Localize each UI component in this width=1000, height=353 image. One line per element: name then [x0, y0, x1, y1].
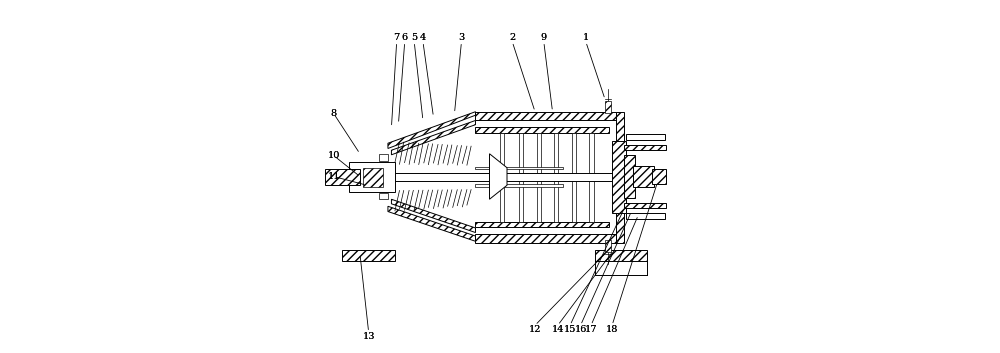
Text: 9: 9 — [541, 33, 547, 42]
Text: 2: 2 — [509, 33, 515, 42]
Text: 6: 6 — [402, 33, 408, 42]
Text: 8: 8 — [331, 109, 337, 118]
Bar — [379, 154, 388, 161]
Text: 18: 18 — [606, 325, 618, 334]
Text: 17: 17 — [585, 325, 597, 334]
Text: 4: 4 — [420, 33, 426, 42]
Text: 1: 1 — [583, 33, 589, 42]
Bar — [475, 234, 616, 243]
Bar — [325, 169, 360, 185]
Bar — [356, 164, 388, 191]
Bar — [363, 168, 383, 187]
Text: 4: 4 — [420, 33, 426, 42]
Text: 15: 15 — [564, 325, 576, 334]
Text: 16: 16 — [574, 325, 587, 334]
Bar — [475, 127, 609, 133]
Text: 9: 9 — [541, 33, 547, 42]
Bar — [624, 203, 666, 208]
Text: 2: 2 — [509, 33, 515, 42]
Text: 16: 16 — [574, 325, 587, 334]
Bar — [624, 155, 635, 198]
Text: 13: 13 — [362, 332, 375, 341]
Bar — [342, 250, 395, 261]
Text: 13: 13 — [362, 332, 375, 341]
Bar — [605, 240, 611, 252]
Text: 10: 10 — [327, 151, 340, 160]
Text: 10: 10 — [327, 151, 340, 160]
Bar — [554, 133, 558, 222]
Text: 3: 3 — [458, 33, 465, 42]
Bar — [589, 133, 594, 222]
Bar — [626, 134, 665, 140]
Bar — [475, 112, 616, 120]
Text: 8: 8 — [331, 109, 337, 118]
Text: 18: 18 — [606, 325, 618, 334]
Text: 11: 11 — [327, 172, 340, 181]
Text: 14: 14 — [552, 325, 564, 334]
Text: 3: 3 — [458, 33, 465, 42]
Text: 6: 6 — [402, 33, 408, 42]
Text: 5: 5 — [411, 33, 417, 42]
Bar — [595, 250, 647, 261]
Text: 12: 12 — [529, 325, 541, 334]
Bar — [624, 145, 666, 150]
Bar — [349, 162, 395, 192]
Text: 5: 5 — [411, 33, 417, 42]
Bar — [475, 184, 563, 187]
Text: 17: 17 — [585, 325, 597, 334]
Bar — [605, 101, 611, 113]
Polygon shape — [489, 154, 507, 199]
Text: 7: 7 — [394, 33, 400, 42]
Bar — [379, 193, 388, 199]
Polygon shape — [388, 206, 475, 241]
Bar — [537, 133, 541, 222]
Text: 15: 15 — [564, 325, 576, 334]
Bar — [475, 222, 609, 227]
Polygon shape — [391, 120, 475, 155]
Bar — [612, 142, 626, 213]
Bar — [633, 166, 654, 187]
Polygon shape — [388, 112, 475, 149]
Bar — [616, 112, 624, 243]
Bar — [356, 173, 626, 181]
Bar — [652, 169, 666, 184]
Text: 11: 11 — [327, 172, 340, 181]
Text: 1: 1 — [583, 33, 589, 42]
Bar — [572, 133, 576, 222]
Bar — [475, 167, 563, 169]
Bar — [626, 213, 665, 219]
Text: 7: 7 — [394, 33, 400, 42]
Bar — [519, 133, 523, 222]
Text: 12: 12 — [529, 325, 541, 334]
Polygon shape — [391, 199, 475, 233]
Bar — [500, 133, 504, 222]
Text: 14: 14 — [552, 325, 564, 334]
